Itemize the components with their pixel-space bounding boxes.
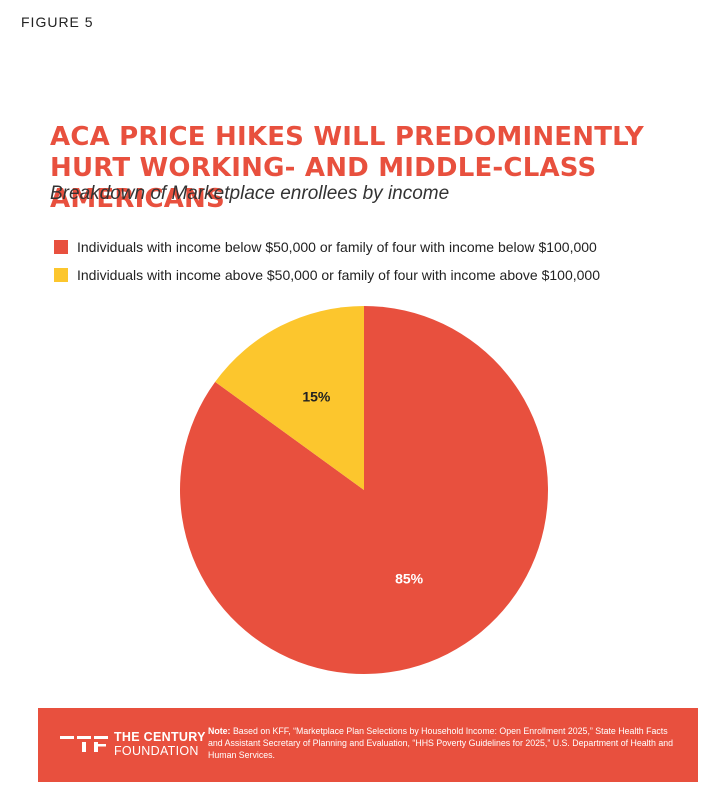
legend-swatch-red (54, 240, 68, 254)
legend-item: Individuals with income below $50,000 or… (54, 233, 600, 261)
note-label: Note: (208, 726, 231, 736)
pie-slice-1 (215, 306, 364, 490)
logo-text: THE CENTURY FOUNDATION (114, 730, 206, 758)
legend-label: Individuals with income below $50,000 or… (77, 239, 597, 255)
legend: Individuals with income below $50,000 or… (54, 233, 600, 289)
legend-item: Individuals with income above $50,000 or… (54, 261, 600, 289)
pie-chart: 85% 15% (180, 306, 548, 674)
legend-label: Individuals with income above $50,000 or… (77, 267, 600, 283)
century-foundation-logo-icon (60, 736, 108, 752)
chart-title: ACA PRICE HIKES WILL PREDOMINENTLY HURT … (50, 122, 644, 214)
logo-line1: THE CENTURY (114, 730, 206, 744)
figure-label: FIGURE 5 (21, 14, 94, 30)
source-note: Note: Based on KFF, “Marketplace Plan Se… (208, 725, 678, 761)
chart-subtitle: Breakdown of Marketplace enrollees by in… (50, 183, 450, 204)
slice-value-label-1: 15% (302, 389, 331, 405)
note-text: Based on KFF, “Marketplace Plan Selectio… (208, 726, 674, 760)
slice-value-label-0: 85% (395, 571, 424, 587)
footer: THE CENTURY FOUNDATION Note: Based on KF… (38, 708, 698, 782)
logo-line2: FOUNDATION (114, 744, 199, 758)
legend-swatch-yellow (54, 268, 68, 282)
